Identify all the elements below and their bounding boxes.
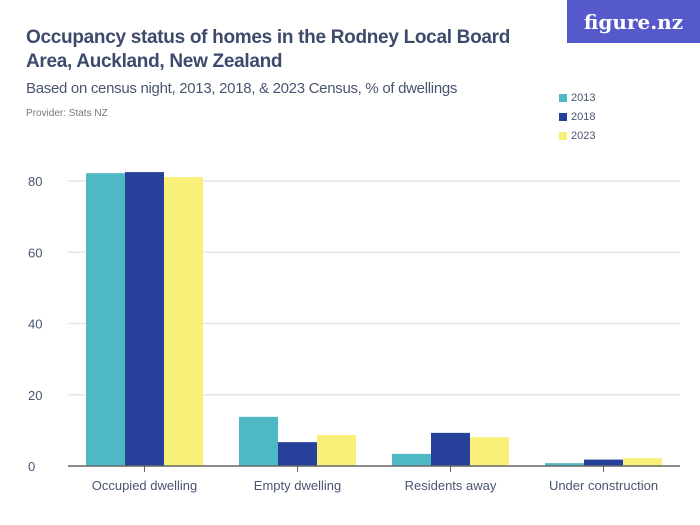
legend-swatch xyxy=(559,112,567,121)
figure-nz-logo[interactable]: figure.nz xyxy=(567,0,700,43)
bar-2018-empty-dwelling xyxy=(278,442,317,466)
bar-2018-under-construction xyxy=(584,459,623,466)
bar-2023-under-construction xyxy=(623,458,662,466)
legend-label: 2023 xyxy=(571,129,596,142)
bar-2018-occupied-dwelling xyxy=(125,172,164,466)
legend-label: 2018 xyxy=(571,110,596,123)
x-tick-label: Empty dwelling xyxy=(254,478,341,493)
y-tick-label: 40 xyxy=(28,317,42,332)
x-tick-label: Occupied dwelling xyxy=(92,478,198,493)
bar-2023-occupied-dwelling xyxy=(164,177,203,467)
bar-2023-residents-away xyxy=(470,437,509,466)
y-tick-label: 80 xyxy=(28,174,42,189)
bar-2013-residents-away xyxy=(392,453,431,466)
bar-2018-residents-away xyxy=(431,432,470,466)
x-tick-label: Under construction xyxy=(549,478,658,493)
y-tick-label: 20 xyxy=(28,388,42,403)
provider: Provider: Stats NZ xyxy=(26,108,108,119)
legend-item-2023: 2023 xyxy=(559,126,595,145)
bar-2023-empty-dwelling xyxy=(317,435,356,466)
bar-2013-empty-dwelling xyxy=(239,416,278,466)
legend-swatch xyxy=(559,131,567,140)
bar-2013-under-construction xyxy=(545,463,584,466)
y-tick-label: 0 xyxy=(28,459,35,474)
legend-item-2018: 2018 xyxy=(559,107,595,126)
x-tick-label: Residents away xyxy=(405,478,497,493)
chart-subtitle: Based on census night, 2013, 2018, & 202… xyxy=(26,80,458,97)
legend: 2013 2018 2023 xyxy=(559,88,595,145)
bar-2013-occupied-dwelling xyxy=(86,173,125,466)
legend-swatch xyxy=(559,93,567,102)
legend-label: 2013 xyxy=(571,91,596,104)
chart-title: Occupancy status of homes in the Rodney … xyxy=(26,27,511,72)
y-tick-label: 60 xyxy=(28,245,42,260)
legend-item-2013: 2013 xyxy=(559,88,595,107)
